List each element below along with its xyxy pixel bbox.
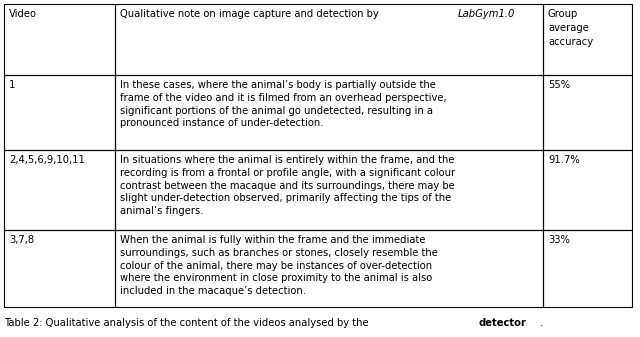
Text: Group
average
accuracy: Group average accuracy <box>548 9 593 47</box>
Text: In these cases, where the animal’s body is partially outside the
frame of the vi: In these cases, where the animal’s body … <box>120 80 447 128</box>
Bar <box>543 150 632 230</box>
Text: LabGym1.0: LabGym1.0 <box>458 9 515 19</box>
Text: Table 2: Qualitative analysis of the content of the videos analysed by the: Table 2: Qualitative analysis of the con… <box>4 318 372 328</box>
Bar <box>543 230 632 307</box>
Text: 1: 1 <box>9 80 15 90</box>
Text: detector: detector <box>479 318 526 328</box>
Text: 2,4,5,6,9,10,11: 2,4,5,6,9,10,11 <box>9 155 85 165</box>
Bar <box>543 75 632 150</box>
Text: 33%: 33% <box>548 235 570 245</box>
Bar <box>4 230 115 307</box>
Bar <box>4 4 115 75</box>
Bar <box>115 230 543 307</box>
Text: 55%: 55% <box>548 80 570 90</box>
Text: Video: Video <box>9 9 37 19</box>
Bar <box>115 150 543 230</box>
Text: When the animal is fully within the frame and the immediate
surroundings, such a: When the animal is fully within the fram… <box>120 235 438 296</box>
Text: 3,7,8: 3,7,8 <box>9 235 34 245</box>
Text: .: . <box>540 318 543 328</box>
Bar <box>115 75 543 150</box>
Text: In situations where the animal is entirely within the frame, and the
recording i: In situations where the animal is entire… <box>120 155 455 216</box>
Bar <box>4 150 115 230</box>
Bar <box>543 4 632 75</box>
Bar <box>115 4 543 75</box>
Bar <box>4 75 115 150</box>
Text: Qualitative note on image capture and detection by: Qualitative note on image capture and de… <box>120 9 382 19</box>
Text: 91.7%: 91.7% <box>548 155 580 165</box>
